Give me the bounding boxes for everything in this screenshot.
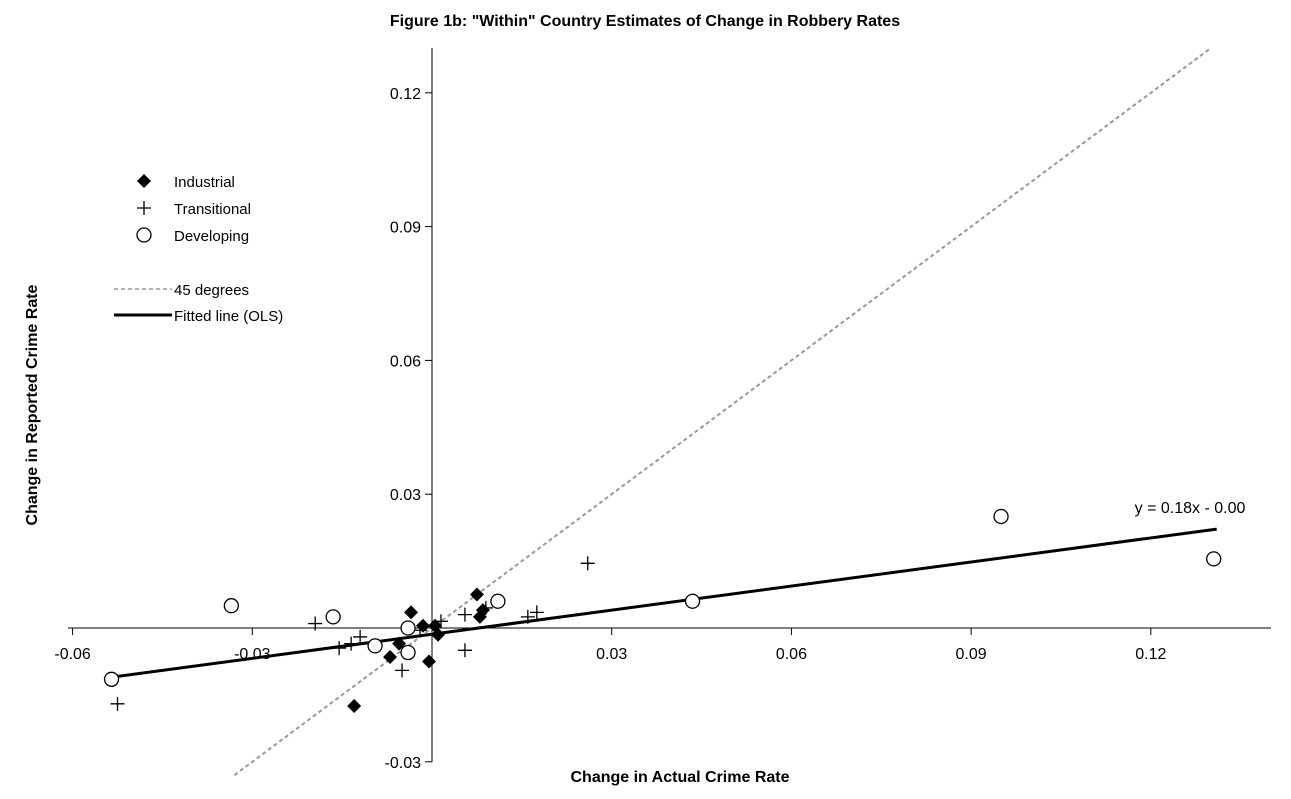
data-point-developing [325, 609, 341, 625]
axes-layer [68, 48, 1271, 763]
legend-marker-transitional [137, 201, 151, 215]
legend-markers [114, 174, 172, 317]
fit-lines-layer [111, 47, 1217, 776]
y-axis-title: Change in Reported Crime Rate [24, 284, 41, 525]
data-point-developing [400, 644, 416, 661]
chart-title: Figure 1b: "Within" Country Estimates of… [390, 13, 900, 30]
data-point-industrial [430, 627, 445, 642]
legend-label-developing: Developing [174, 228, 249, 245]
legend-label-industrial: Industrial [174, 174, 235, 191]
legend-label-transitional: Transitional [174, 201, 251, 218]
x-tick-label: 0.12 [1135, 646, 1166, 663]
data-point-industrial [392, 636, 407, 651]
data-point-developing [367, 638, 383, 654]
data-point-developing [400, 620, 416, 636]
data-point-transitional [520, 609, 535, 624]
data-point-industrial [347, 699, 362, 714]
data-point-transitional [580, 556, 595, 571]
data-point-industrial [422, 654, 437, 669]
legend-label-fitted-line: Fitted line (OLS) [174, 308, 283, 325]
data-points-layer [103, 508, 1222, 714]
y-tick-label: -0.03 [385, 755, 422, 772]
tick-labels-layer: -0.06 -0.03 0.03 0.06 0.09 0.12 -0.03 0.03 0.06 0… [54, 86, 1166, 772]
data-point-developing [1206, 551, 1222, 567]
x-tick-label: -0.06 [54, 646, 91, 663]
data-point-developing [490, 593, 506, 609]
data-point-transitional [478, 600, 493, 615]
data-point-industrial [383, 649, 398, 664]
data-point-transitional [529, 605, 544, 620]
data-point-transitional [433, 614, 448, 629]
data-point-developing [993, 508, 1009, 525]
legend-label-45-degrees: 45 degrees [174, 282, 249, 299]
data-point-transitional [457, 607, 472, 622]
data-point-transitional [457, 643, 472, 658]
data-point-transitional [308, 616, 323, 631]
y-tick-label: 0.09 [390, 220, 421, 237]
data-point-developing [223, 598, 239, 614]
reference-45-degree-line [233, 47, 1212, 776]
x-tick-label: -0.03 [234, 646, 271, 663]
data-point-transitional [395, 663, 410, 678]
y-tick-label: 0.12 [390, 86, 421, 103]
fitted-ols-line [111, 527, 1217, 679]
data-point-industrial [469, 587, 484, 602]
legend-marker-industrial [137, 174, 151, 188]
x-tick-label: 0.09 [956, 646, 987, 663]
y-tick-label: 0.06 [390, 353, 421, 370]
x-axis-title: Change in Actual Crime Rate [570, 769, 789, 786]
chart-legend: Industrial Transitional Developing 45 de… [114, 174, 283, 325]
data-point-industrial [404, 605, 419, 620]
data-point-developing [684, 593, 701, 609]
regression-equation-label: y = 0.18x - 0.00 [1135, 500, 1246, 517]
data-point-transitional [332, 641, 347, 656]
legend-marker-developing [136, 227, 152, 243]
data-point-transitional [353, 629, 368, 644]
x-tick-label: 0.03 [596, 646, 627, 663]
data-point-developing [103, 671, 120, 687]
x-tick-label: 0.06 [776, 646, 807, 663]
data-point-transitional [110, 696, 125, 711]
y-tick-label: 0.03 [390, 487, 421, 504]
data-point-transitional [344, 636, 359, 651]
